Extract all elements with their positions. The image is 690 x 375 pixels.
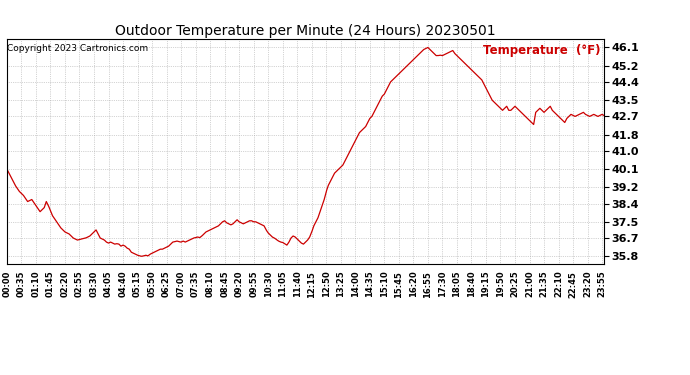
Title: Outdoor Temperature per Minute (24 Hours) 20230501: Outdoor Temperature per Minute (24 Hours… [115,24,495,38]
Text: Temperature  (°F): Temperature (°F) [483,44,601,57]
Text: Copyright 2023 Cartronics.com: Copyright 2023 Cartronics.com [7,44,148,52]
